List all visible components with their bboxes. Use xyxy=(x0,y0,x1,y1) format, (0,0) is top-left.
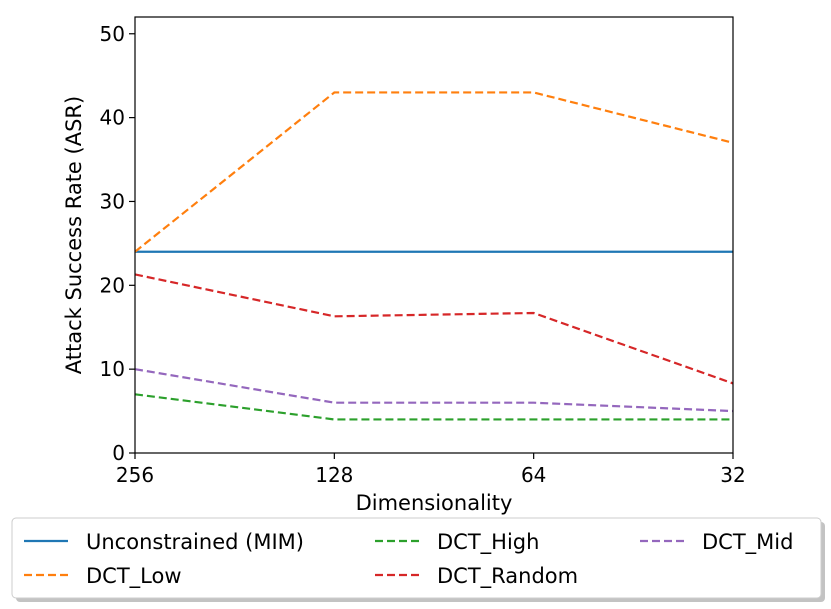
legend-label: Unconstrained (MIM) xyxy=(86,530,304,554)
y-axis: 0 10 20 30 40 50 xyxy=(100,22,135,465)
series-line-dct-random xyxy=(135,273,733,385)
x-tick-label: 256 xyxy=(116,463,154,487)
legend-label: DCT_Low xyxy=(86,564,182,589)
legend-item: DCT_High xyxy=(375,530,539,555)
x-tick-label: 32 xyxy=(720,463,745,487)
legend-item: DCT_Mid xyxy=(640,530,793,555)
legend-label: DCT_Random xyxy=(437,564,578,589)
y-axis-label: Attack Success Rate (ASR) xyxy=(62,96,86,374)
plot-area xyxy=(135,17,733,453)
y-tick-label: 50 xyxy=(100,22,125,46)
series-line-dct-high xyxy=(135,393,733,421)
legend-item: Unconstrained (MIM) xyxy=(24,530,304,554)
legend: Unconstrained (MIM) DCT_High DCT_Mid DCT_Lo… xyxy=(11,517,825,602)
legend-label: DCT_High xyxy=(437,530,539,555)
plot-frame xyxy=(134,16,734,454)
y-tick-label: 20 xyxy=(100,273,125,297)
x-tick-label: 64 xyxy=(521,463,546,487)
y-tick-label: 40 xyxy=(100,106,125,130)
legend-box xyxy=(11,517,822,599)
y-tick-label: 30 xyxy=(100,189,125,213)
legend-label: DCT_Mid xyxy=(702,530,793,555)
x-axis: 256 128 64 32 xyxy=(116,453,746,487)
x-tick-label: 128 xyxy=(315,463,353,487)
series-line-dct-low xyxy=(135,91,733,253)
series-line-dct-mid xyxy=(135,368,733,413)
legend-item: DCT_Random xyxy=(375,564,578,589)
x-axis-label: Dimensionality xyxy=(356,491,513,515)
y-tick-label: 10 xyxy=(100,357,125,381)
series-layer xyxy=(135,91,733,421)
legend-item: DCT_Low xyxy=(24,564,182,589)
y-tick-label: 0 xyxy=(112,441,125,465)
